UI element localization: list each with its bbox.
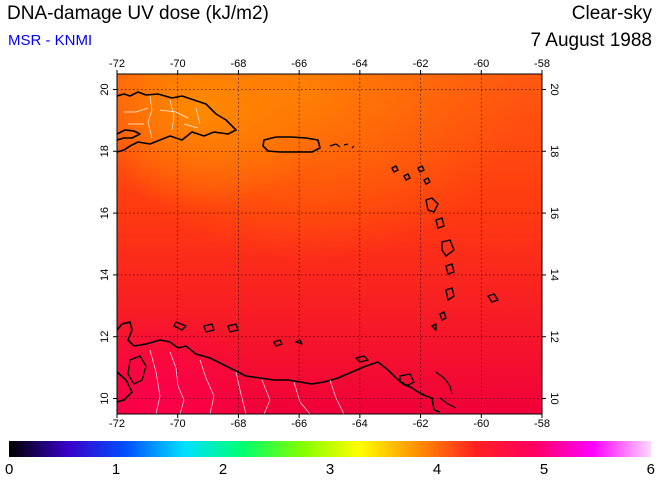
puerto-rico-coast <box>262 136 321 153</box>
lat-label-right: 16 <box>548 207 560 219</box>
colorbar-label: 1 <box>112 461 120 478</box>
maracaibo-lake <box>127 355 147 385</box>
sky-condition-label: Clear-sky <box>571 3 652 24</box>
lon-label-bottom: -72 <box>109 418 125 430</box>
curacao-aruba-bonaire <box>173 321 303 347</box>
lat-label-right: 10 <box>548 392 560 404</box>
lon-label-top: -70 <box>170 58 186 70</box>
haiti-dr-border <box>147 95 153 139</box>
lat-label-left: 10 <box>99 392 111 404</box>
lat-label-left: 20 <box>99 83 111 95</box>
dr-provinces <box>159 99 201 131</box>
lat-label-left: 16 <box>99 207 111 219</box>
lon-label-top: -68 <box>230 58 246 70</box>
virgin-islands <box>329 143 355 149</box>
lon-label-bottom: -60 <box>473 418 489 430</box>
lon-label-bottom: -66 <box>291 418 307 430</box>
colombia-venezuela-border <box>169 351 185 414</box>
hispaniola-coast <box>117 91 237 153</box>
orinoco-delta <box>435 371 457 409</box>
lon-label-bottom: -70 <box>170 418 186 430</box>
grid-lines <box>117 74 542 414</box>
lat-label-left: 18 <box>99 145 111 157</box>
lat-label-right: 14 <box>548 269 560 281</box>
lon-label-top: -62 <box>413 58 429 70</box>
lon-label-bottom: -58 <box>534 418 550 430</box>
margarita-trinidad <box>355 355 415 387</box>
lon-label-bottom: -64 <box>352 418 368 430</box>
lon-label-top: -60 <box>473 58 489 70</box>
colorbar-label: 0 <box>5 461 13 478</box>
map-frame <box>116 73 543 415</box>
haiti-southern-peninsula <box>117 129 141 141</box>
lon-label-bottom: -62 <box>413 418 429 430</box>
lat-label-right: 12 <box>548 331 560 343</box>
lat-label-right: 20 <box>548 83 560 95</box>
colorbar-label: 5 <box>540 461 548 478</box>
data-source-label: MSR - KNMI <box>8 32 93 49</box>
lon-label-top: -64 <box>352 58 368 70</box>
uv-field-southwest-high <box>117 74 542 414</box>
lat-label-right: 18 <box>548 145 560 157</box>
colorbar <box>9 441 651 457</box>
axis-ticks <box>113 70 546 418</box>
colorbar-ticks: 0 1 2 3 4 5 6 <box>5 461 655 478</box>
colorbar-label: 3 <box>326 461 334 478</box>
lesser-antilles <box>391 165 499 331</box>
lon-label-top: -58 <box>534 58 550 70</box>
venezuela-states <box>149 349 345 414</box>
lon-label-bottom: -68 <box>230 418 246 430</box>
lat-label-left: 12 <box>99 331 111 343</box>
colorbar-label: 4 <box>433 461 441 478</box>
date-label: 7 August 1988 <box>530 30 653 51</box>
lat-label-left: 14 <box>99 269 111 281</box>
political-borders <box>124 95 345 414</box>
colorbar-label: 6 <box>647 461 655 478</box>
map-title: DNA-damage UV dose (kJ/m2) <box>7 3 269 24</box>
colorbar-label: 2 <box>219 461 227 478</box>
uv-field <box>117 74 542 414</box>
coastlines <box>117 91 499 413</box>
lon-label-top: -66 <box>291 58 307 70</box>
haiti-departments <box>124 107 149 125</box>
axis-labels: -72 -72 -70 -70 -68 -68 -66 -66 -64 -64 -62 -62 -60 -… <box>99 58 560 430</box>
lon-label-top: -72 <box>109 58 125 70</box>
